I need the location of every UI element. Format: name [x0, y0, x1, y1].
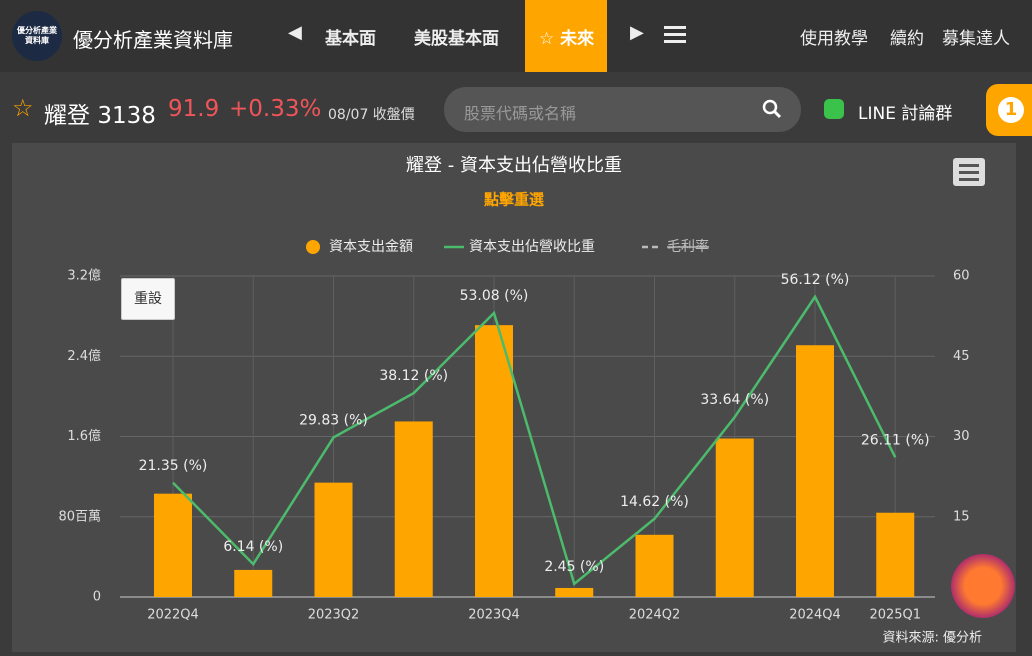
x-tick-label: 2024Q2	[629, 608, 681, 623]
nav-active[interactable]: ☆ 未來	[525, 0, 607, 72]
logo[interactable]: 優分析產業資料庫	[12, 11, 62, 61]
bar	[796, 345, 834, 597]
legend-label[interactable]: 毛利率	[667, 238, 709, 255]
data-label: 26.11 (%)	[861, 432, 930, 448]
badge: 1	[998, 97, 1024, 123]
y-tick-label: 1.6億	[67, 428, 101, 444]
data-label: 21.35 (%)	[139, 458, 208, 474]
y-tick-label: 0	[93, 590, 101, 605]
nav-item[interactable]: 基本面	[325, 29, 376, 49]
right-nav-item[interactable]: 使用教學	[800, 29, 868, 49]
nav-left-arrow[interactable]: ◀	[288, 22, 302, 43]
right-nav-item[interactable]: 續約	[890, 29, 924, 49]
logo-text: 優分析產業資料庫	[17, 26, 57, 45]
x-tick-label: 2023Q2	[308, 608, 360, 623]
y2-tick-label: 45	[953, 349, 970, 364]
stock-code: 3138	[97, 103, 156, 129]
bar	[555, 587, 594, 597]
chart-subtitle[interactable]: 點擊重選	[484, 191, 544, 209]
x-tick-label: 2022Q4	[147, 608, 199, 623]
line-icon	[824, 99, 844, 119]
x-tick-label: 2025Q1	[869, 608, 921, 623]
bar	[314, 482, 353, 597]
search-box[interactable]: 股票代碼或名稱	[444, 87, 801, 132]
bar	[876, 512, 915, 597]
chart-panel: 耀登 - 資本支出佔營收比重 點擊重選 資料來源: 優分析 0 80百萬 1.6億 2…	[12, 143, 1016, 652]
bar	[715, 438, 754, 597]
top-bar: 優分析產業資料庫 優分析產業資料庫 ◀ 基本面 美股基本面 ☆ 未來 ▶ 使用教…	[0, 0, 1032, 72]
notice-button[interactable]: 1	[986, 84, 1032, 136]
site-title[interactable]: 優分析產業資料庫	[73, 28, 233, 52]
stock-name: 耀登	[44, 103, 90, 129]
x-tick-label: 2023Q4	[468, 608, 520, 623]
search-icon	[762, 99, 782, 119]
bar	[394, 421, 433, 597]
source-note: 資料來源: 優分析	[882, 631, 982, 646]
line-group-link[interactable]: LINE 討論群	[858, 104, 953, 124]
stock-row: ☆ 耀登 3138 91.9 +0.33% 08/07 收盤價 股票代碼或名稱 …	[0, 72, 1032, 143]
y2-tick-label: 60	[953, 269, 970, 284]
nav-item: 未來	[560, 29, 595, 49]
reset-button[interactable]: 重設	[121, 278, 175, 320]
right-nav-item[interactable]: 募集達人	[942, 29, 1010, 49]
nav-right-arrow[interactable]: ▶	[630, 22, 644, 43]
floating-avatar[interactable]	[951, 554, 1015, 618]
bar	[154, 493, 192, 597]
data-label: 38.12 (%)	[379, 368, 448, 384]
chart-title: 耀登 - 資本支出佔營收比重	[406, 155, 622, 176]
y2-tick-label: 30	[953, 429, 970, 444]
data-label: 14.62 (%)	[620, 494, 689, 510]
data-label: 29.83 (%)	[299, 412, 368, 428]
menu-icon[interactable]	[664, 26, 686, 44]
data-label: 33.64 (%)	[700, 392, 769, 408]
stock-title: 耀登 3138	[44, 96, 156, 130]
stock-change: +0.33%	[229, 96, 322, 122]
bar	[635, 534, 674, 597]
favorite-star[interactable]: ☆	[12, 94, 34, 122]
legend-label[interactable]: 資本支出金額	[329, 239, 413, 255]
y2-tick-label: 15	[953, 509, 970, 524]
line-series	[172, 294, 897, 587]
search-placeholder: 股票代碼或名稱	[464, 104, 577, 123]
export-menu[interactable]	[953, 158, 985, 186]
y-tick-label: 3.2億	[67, 268, 101, 284]
data-label: 53.08 (%)	[460, 288, 529, 304]
bar	[234, 569, 273, 597]
nav-item[interactable]: 美股基本面	[414, 29, 499, 49]
x-tick-label: 2024Q4	[789, 608, 841, 623]
legend-label[interactable]: 資本支出佔營收比重	[469, 239, 595, 255]
bar	[475, 325, 513, 597]
nav-active-label: ☆ 未來	[539, 29, 595, 49]
data-label: 56.12 (%)	[781, 272, 850, 288]
price-date: 08/07 收盤價	[328, 107, 415, 123]
data-label: 6.14 (%)	[223, 539, 283, 555]
legend-symbol	[306, 240, 320, 254]
chart: 耀登 - 資本支出佔營收比重 點擊重選 資料來源: 優分析 0 80百萬 1.6億 2…	[58, 155, 985, 646]
y-tick-label: 80百萬	[58, 509, 101, 524]
y-tick-label: 2.4億	[67, 348, 101, 364]
data-label: 2.45 (%)	[544, 559, 604, 575]
stock-price: 91.9	[168, 96, 220, 122]
